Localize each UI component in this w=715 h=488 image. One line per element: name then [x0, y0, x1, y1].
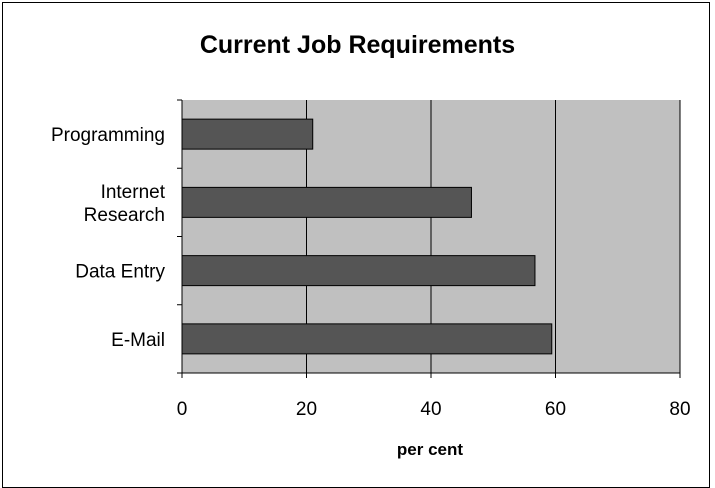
x-tick-label: 80: [669, 399, 690, 420]
bars: [181, 118, 553, 355]
bar: [181, 118, 314, 150]
bar: [181, 255, 536, 287]
axes: [177, 99, 681, 378]
bar: [181, 186, 472, 218]
x-tick-label: 0: [177, 399, 188, 420]
y-tick-label: Internet: [101, 182, 166, 203]
y-tick-label: E-Mail: [111, 330, 165, 351]
x-tick-label: 60: [545, 399, 566, 420]
y-tick-label: Research: [84, 205, 165, 226]
x-axis-title: per cent: [397, 440, 463, 459]
y-tick-label: Programming: [51, 125, 165, 146]
x-tick-label: 20: [296, 399, 317, 420]
x-tick-label: 40: [420, 399, 441, 420]
x-tick-labels: 0 20 40 60 80: [177, 399, 691, 420]
y-tick-label: Data Entry: [75, 262, 165, 283]
chart-title: Current Job Requirements: [199, 31, 516, 59]
bar: [181, 323, 553, 355]
